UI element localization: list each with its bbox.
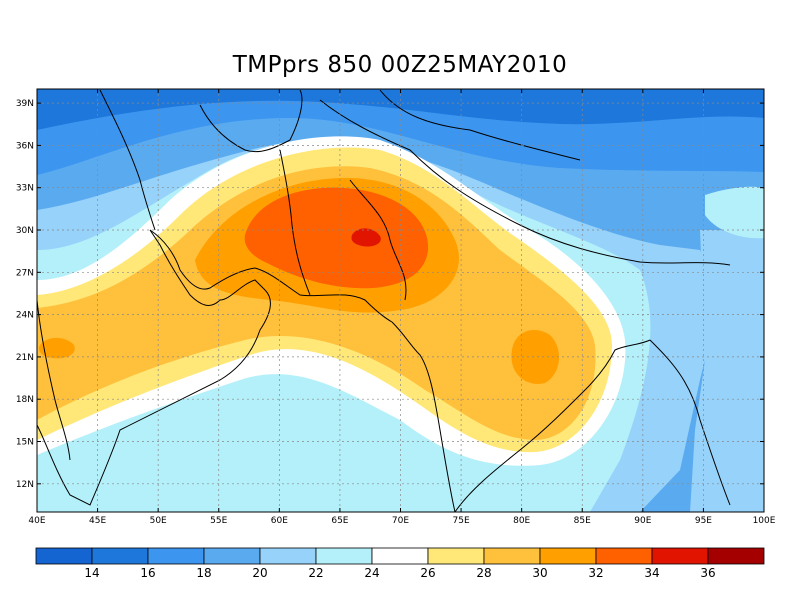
- lon-label: 50E: [150, 516, 167, 526]
- colorbar-labels: 14 16 18 20 22 24 26 28 30 32 34 36: [84, 566, 715, 580]
- lat-label: 36N: [16, 141, 34, 151]
- colorbar-swatch: [371, 547, 429, 565]
- colorbar-swatch: [539, 547, 597, 565]
- coastlines: [37, 89, 731, 512]
- map-title: TMPprs 850 00Z25MAY2010: [232, 52, 568, 78]
- lon-label: 40E: [28, 516, 45, 526]
- lon-label: 100E: [753, 516, 776, 526]
- colorbar-label: 20: [252, 566, 267, 580]
- north-border: [379, 89, 581, 161]
- lat-label: 12N: [16, 480, 34, 490]
- lat-label: 33N: [16, 184, 34, 194]
- lat-label: 24N: [16, 311, 34, 321]
- caspian-coast: [199, 89, 303, 153]
- gulf-coast: [149, 229, 256, 290]
- colorbar-swatch: [259, 547, 317, 565]
- colorbar-label: 36: [700, 566, 715, 580]
- myanmar-coast: [649, 339, 731, 506]
- colorbar-swatch: [427, 547, 485, 565]
- lon-label: 70E: [392, 516, 409, 526]
- colorbar-label: 34: [644, 566, 659, 580]
- lat-label: 15N: [16, 438, 34, 448]
- band-30-32-west: [38, 337, 75, 359]
- lon-label: 75E: [453, 516, 470, 526]
- afghan-pak-border: [349, 179, 407, 301]
- lon-label: 80E: [513, 516, 530, 526]
- colorbar-label: 22: [308, 566, 323, 580]
- colorbar-swatch: [707, 547, 765, 565]
- colorbar-swatch: [483, 547, 541, 565]
- colorbar-swatch: [651, 547, 709, 565]
- colorbar-label: 30: [532, 566, 547, 580]
- band-30-32-center: [511, 330, 560, 384]
- lat-label: 21N: [16, 353, 34, 363]
- colorbar-label: 26: [420, 566, 435, 580]
- iran-coast: [254, 267, 393, 323]
- lon-axis: 40E 45E 50E 55E 60E 65E 70E 75E 80E 85E 90E 95E 100E: [28, 89, 776, 526]
- lon-label: 95E: [695, 516, 712, 526]
- lon-label: 60E: [271, 516, 288, 526]
- lon-label: 90E: [634, 516, 651, 526]
- band-34-36: [351, 228, 381, 247]
- lon-label: 65E: [331, 516, 348, 526]
- iran-afghan-border: [279, 149, 311, 296]
- himalaya-border: [319, 99, 731, 266]
- colorbar-swatch: [147, 547, 205, 565]
- colorbar-label: 28: [476, 566, 491, 580]
- lat-axis: 39N 36N 33N 30N 27N 24N 21N 18N 15N 12N: [16, 99, 764, 490]
- lon-label: 85E: [574, 516, 591, 526]
- colorbar-swatch: [315, 547, 373, 565]
- lon-label: 45E: [89, 516, 106, 526]
- colorbar-swatch: [91, 547, 149, 565]
- india-east-coast: [454, 339, 651, 512]
- lat-label: 27N: [16, 268, 34, 278]
- colorbar-label: 24: [364, 566, 379, 580]
- colorbar-swatch: [595, 547, 653, 565]
- lat-label: 30N: [16, 226, 34, 236]
- band-22-24-east: [705, 186, 764, 239]
- grid-lines: [37, 89, 764, 512]
- colorbar-label: 32: [588, 566, 603, 580]
- colorbar: [35, 547, 765, 565]
- india-coast: [391, 321, 456, 512]
- colorbar-swatch: [35, 547, 93, 565]
- lon-label: 55E: [210, 516, 227, 526]
- colorbar-label: 18: [196, 566, 211, 580]
- arabia-coast: [37, 229, 271, 506]
- colorbar-label: 16: [140, 566, 155, 580]
- lat-label: 18N: [16, 395, 34, 405]
- lat-label: 39N: [16, 99, 34, 109]
- colorbar-label: 14: [84, 566, 99, 580]
- red-sea: [37, 299, 71, 461]
- iraq-border: [99, 89, 156, 231]
- colorbar-swatch: [203, 547, 261, 565]
